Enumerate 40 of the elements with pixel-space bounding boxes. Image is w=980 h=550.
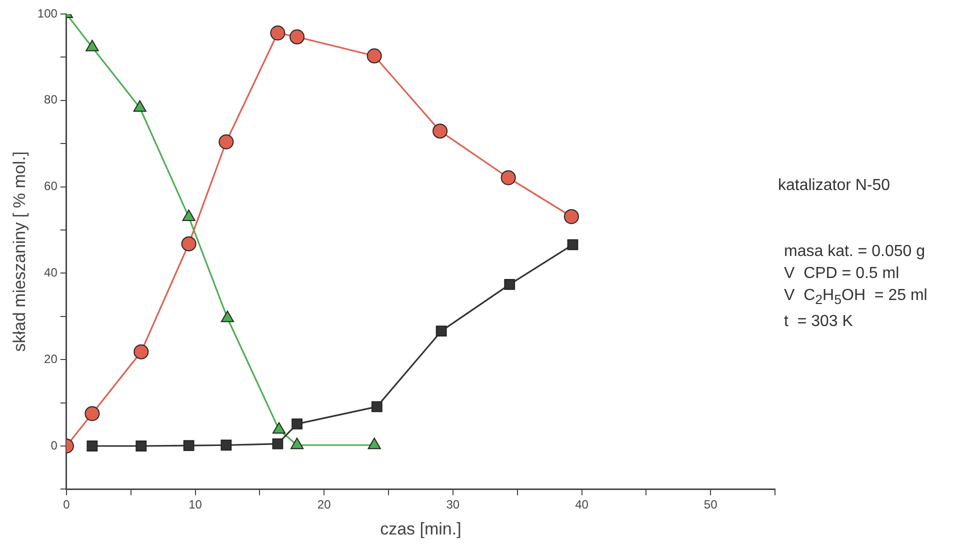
point	[290, 29, 305, 44]
point	[134, 344, 149, 360]
text: t = 303 K	[784, 312, 854, 332]
y-tick-label: 20	[44, 352, 58, 366]
x-tick-label: 40	[575, 498, 589, 512]
point	[564, 209, 579, 224]
point	[84, 406, 100, 422]
x-axis-title: czas [min.]	[380, 519, 462, 538]
point	[504, 278, 516, 290]
y-tick-label: 100	[37, 6, 58, 20]
x-tick-label: 0	[63, 498, 70, 512]
point	[183, 440, 194, 452]
x-tick-label: 10	[188, 498, 202, 512]
point	[182, 210, 196, 222]
x-tick-label: 20	[317, 498, 332, 512]
point	[366, 48, 382, 64]
point	[218, 134, 234, 150]
y-tick-label: 60	[44, 179, 58, 194]
x-tick-label: 30	[446, 498, 460, 512]
y-tick-label: 80	[44, 92, 58, 107]
point	[436, 326, 447, 337]
point	[136, 440, 147, 452]
point	[220, 440, 232, 451]
point	[272, 438, 284, 450]
y-tick-label: 0	[50, 438, 58, 452]
point	[500, 170, 516, 186]
text: katalizator N-50	[778, 176, 892, 196]
text: masa kat. = 0.050 g	[784, 242, 926, 262]
text: V CPD = 0.5 ml	[784, 264, 900, 284]
point	[567, 239, 578, 250]
point	[371, 401, 382, 412]
point	[292, 418, 302, 430]
point	[432, 124, 448, 139]
point	[270, 26, 286, 41]
x-tick-label: 50	[704, 498, 718, 512]
text: V C$_{2}$H$_{5}$OH = 25 ml	[784, 286, 928, 310]
y-axis-title: skład mieszaniny [ % mol.]	[10, 151, 29, 352]
point	[181, 236, 196, 252]
y-tick-label: 40	[44, 266, 58, 280]
point	[86, 440, 98, 452]
